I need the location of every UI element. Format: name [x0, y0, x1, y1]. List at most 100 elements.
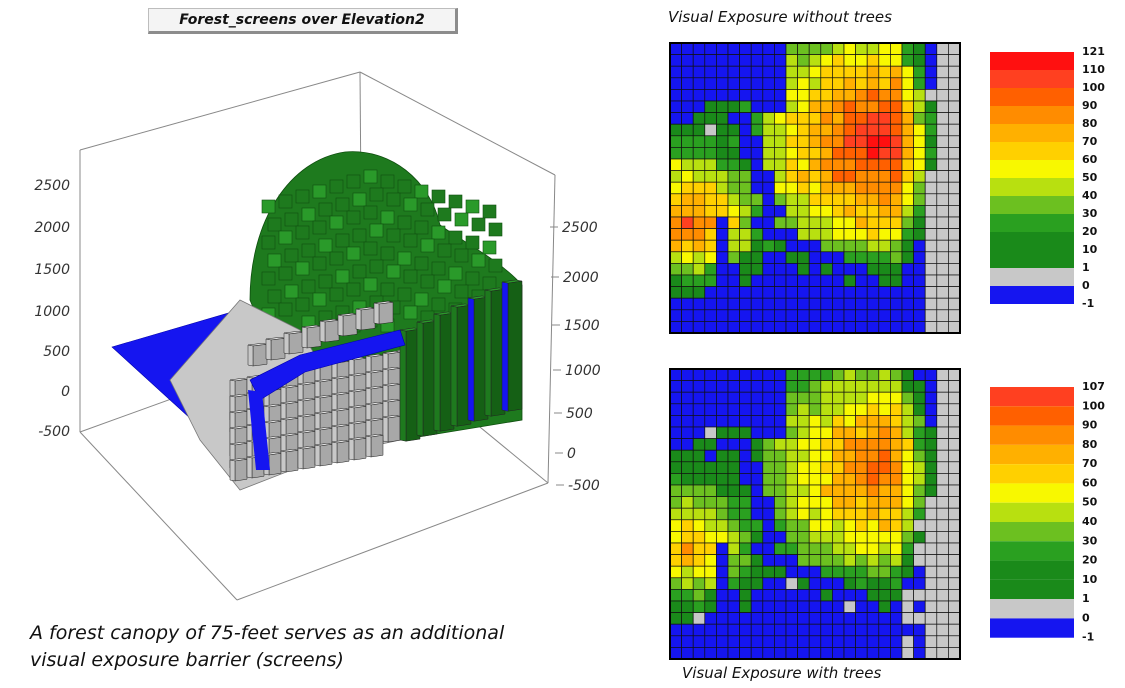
map-cell [809, 636, 821, 648]
map-cell [716, 217, 728, 229]
map-cell [879, 287, 891, 299]
map-cell [948, 55, 960, 67]
map-cell [728, 136, 740, 148]
map-cell [716, 497, 728, 509]
map-cell [774, 520, 786, 532]
map-cell [740, 636, 752, 648]
map-cell [832, 171, 844, 183]
map-cell [705, 485, 717, 497]
caption-text: A forest canopy of 75-feet serves as an … [30, 620, 590, 674]
map-cell [670, 124, 682, 136]
map-cell [670, 531, 682, 543]
map-cell [925, 473, 937, 485]
map-cell [925, 55, 937, 67]
map-cell [693, 287, 705, 299]
forest-cube [296, 226, 309, 239]
map-cell [844, 182, 856, 194]
map-cell [948, 531, 960, 543]
map-cell [890, 101, 902, 113]
map-cell [693, 404, 705, 416]
forest-cube [285, 285, 298, 298]
map-cell [821, 508, 833, 520]
map-cell [798, 473, 810, 485]
map-cell [798, 66, 810, 78]
map-cell [879, 613, 891, 625]
map-cell [774, 252, 786, 264]
map-cell [670, 508, 682, 520]
map-cell [786, 78, 798, 90]
map-cell [856, 613, 868, 625]
map-cell [763, 43, 775, 55]
map-cell [809, 531, 821, 543]
map-cell [890, 321, 902, 333]
map-cell [763, 404, 775, 416]
map-cell [774, 439, 786, 451]
map-cell [925, 508, 937, 520]
forest-cube [279, 231, 292, 244]
terrain-column [374, 301, 393, 324]
map-cell [763, 194, 775, 206]
map-cell [832, 147, 844, 159]
map-cell [867, 194, 879, 206]
map-cell [705, 589, 717, 601]
forest-cube [268, 254, 281, 267]
map-cell [786, 55, 798, 67]
map-cell [832, 205, 844, 217]
legend-swatch [990, 178, 1074, 196]
map-cell [821, 427, 833, 439]
forest-cube [279, 303, 292, 316]
map-cell [902, 229, 914, 241]
map-cell [728, 124, 740, 136]
map-cell [751, 252, 763, 264]
map-cell [740, 124, 752, 136]
map-cell [832, 601, 844, 613]
map-cell [763, 171, 775, 183]
map-cell [716, 520, 728, 532]
map-cell [844, 66, 856, 78]
map-cell [890, 624, 902, 636]
map-cell [728, 636, 740, 648]
map-cell [832, 89, 844, 101]
map-cell [832, 485, 844, 497]
map-cell [937, 298, 949, 310]
legend-swatch [990, 232, 1074, 250]
map-cell [879, 205, 891, 217]
map-cell [798, 578, 810, 590]
map-cell [786, 427, 798, 439]
map-cell [890, 462, 902, 474]
map-cell [716, 171, 728, 183]
map-cell [902, 543, 914, 555]
map-cell [774, 613, 786, 625]
map-cell [948, 439, 960, 451]
map-cell [705, 275, 717, 287]
map-cell [670, 601, 682, 613]
map-cell [763, 647, 775, 659]
map-cell [705, 531, 717, 543]
map-cell [879, 520, 891, 532]
map-cell [728, 252, 740, 264]
map-cell [774, 229, 786, 241]
map-cell [890, 392, 902, 404]
map-cell [937, 194, 949, 206]
map-cell [716, 136, 728, 148]
map-cell [774, 194, 786, 206]
map-cell [751, 101, 763, 113]
map-cell [925, 252, 937, 264]
map-cell [902, 520, 914, 532]
map-cell [821, 147, 833, 159]
map-cell [693, 205, 705, 217]
forest-cube [302, 208, 315, 221]
map-cell [670, 543, 682, 555]
legend-label: 107 [1082, 380, 1105, 393]
map-cell [821, 171, 833, 183]
map-cell [925, 636, 937, 648]
map-cell [937, 473, 949, 485]
map-cell [809, 450, 821, 462]
map-cell [844, 298, 856, 310]
map-cell [948, 43, 960, 55]
map-cell [728, 462, 740, 474]
map-cell [925, 287, 937, 299]
map-cell [740, 43, 752, 55]
map-cell [821, 450, 833, 462]
map-cell [786, 321, 798, 333]
